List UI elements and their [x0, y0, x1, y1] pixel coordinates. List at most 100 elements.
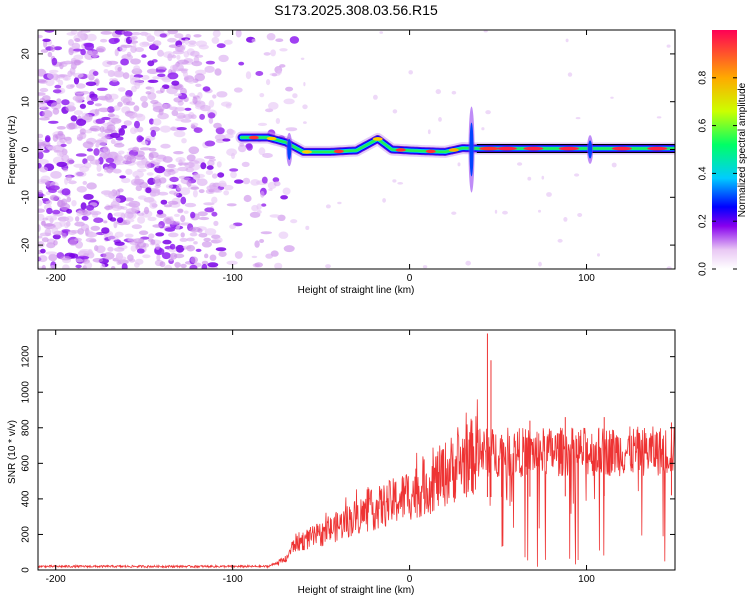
noise-speck — [53, 240, 58, 246]
noise-speck — [167, 53, 173, 62]
noise-speck — [66, 208, 73, 214]
noise-speck — [136, 241, 147, 248]
noise-speck — [180, 196, 187, 205]
noise-speck — [143, 206, 150, 215]
noise-speck — [160, 143, 171, 149]
noise-speck — [150, 239, 156, 245]
noise-speck — [225, 103, 232, 109]
snr-series — [38, 333, 675, 569]
ridge-burst-core — [588, 140, 593, 159]
noise-speck — [176, 183, 182, 191]
noise-speck — [256, 210, 262, 214]
noise-speck — [144, 32, 152, 38]
noise-speck — [86, 148, 93, 152]
noise-speck — [49, 265, 56, 269]
noise-speck — [177, 59, 189, 65]
noise-speck — [104, 205, 114, 210]
noise-speck — [113, 105, 121, 111]
noise-speck — [278, 231, 289, 239]
noise-speck — [167, 72, 179, 80]
noise-speck — [75, 95, 83, 104]
noise-speck — [91, 97, 99, 102]
noise-speck — [282, 187, 291, 195]
noise-speck — [113, 143, 125, 148]
colorbar-tick-label: 0.4 — [698, 166, 709, 180]
noise-speck — [39, 97, 46, 105]
noise-speck — [260, 231, 272, 235]
noise-speck — [258, 147, 266, 156]
noise-speck — [52, 89, 62, 94]
noise-speck — [109, 132, 121, 138]
noise-speck — [86, 182, 97, 190]
noise-speck — [148, 199, 157, 205]
noise-speck — [268, 102, 279, 110]
noise-speck — [184, 162, 195, 169]
noise-speck — [173, 213, 180, 217]
noise-speck — [146, 172, 154, 176]
noise-speck — [74, 237, 82, 242]
noise-speck — [113, 212, 125, 217]
noise-speck — [107, 212, 113, 221]
noise-speck — [83, 193, 94, 200]
noise-speck — [427, 129, 431, 135]
noise-speck — [200, 104, 211, 112]
noise-speck — [134, 154, 146, 160]
noise-speck — [223, 190, 230, 196]
noise-speck — [174, 262, 182, 268]
noise-speck — [261, 203, 267, 207]
noise-speck — [177, 208, 184, 214]
noise-speck — [130, 245, 137, 252]
noise-speck — [173, 151, 184, 155]
noise-speck — [134, 258, 144, 265]
noise-speck — [226, 148, 238, 156]
snr-y-ticks: 0 200 400 600 800 1000 1200 — [21, 345, 675, 573]
noise-speck — [105, 157, 115, 163]
noise-speck — [173, 192, 180, 197]
noise-speck — [483, 30, 488, 33]
noise-speck — [451, 90, 457, 95]
colorbar-gradient — [712, 30, 737, 269]
noise-speck — [71, 200, 77, 207]
noise-speck — [38, 139, 43, 143]
noise-speck — [118, 87, 126, 92]
noise-speck — [180, 232, 185, 238]
noise-speck — [565, 38, 569, 43]
noise-speck — [279, 48, 288, 52]
noise-speck — [84, 129, 93, 134]
noise-speck — [235, 30, 242, 38]
noise-speck — [69, 239, 77, 246]
noise-speck — [213, 122, 222, 129]
noise-speck — [125, 101, 136, 106]
noise-speck — [392, 179, 397, 183]
noise-speck — [150, 99, 159, 105]
noise-speck — [275, 118, 281, 124]
noise-speck — [89, 210, 102, 216]
noise-speck — [92, 258, 104, 263]
noise-speck — [243, 194, 252, 203]
noise-speck — [251, 38, 257, 43]
noise-speck — [73, 59, 81, 66]
noise-speck — [167, 37, 177, 43]
noise-speck — [146, 68, 159, 75]
noise-speck — [86, 33, 97, 42]
noise-speck — [73, 110, 83, 116]
noise-speck — [175, 118, 185, 122]
noise-speck — [48, 253, 58, 262]
noise-speck — [112, 197, 121, 203]
noise-speck — [74, 38, 81, 42]
noise-speck — [61, 232, 67, 239]
noise-speck — [42, 217, 49, 221]
noise-speck — [38, 117, 50, 121]
noise-speck — [169, 176, 179, 183]
noise-speck — [226, 203, 237, 207]
noise-speck — [271, 73, 278, 77]
noise-speck — [113, 221, 118, 229]
noise-speck — [228, 129, 236, 135]
noise-speck — [195, 83, 202, 88]
noise-speck — [68, 230, 77, 235]
noise-speck — [517, 162, 523, 166]
noise-speck — [160, 87, 165, 93]
noise-speck — [41, 264, 46, 269]
noise-speck — [184, 38, 189, 45]
noise-speck — [203, 155, 216, 159]
